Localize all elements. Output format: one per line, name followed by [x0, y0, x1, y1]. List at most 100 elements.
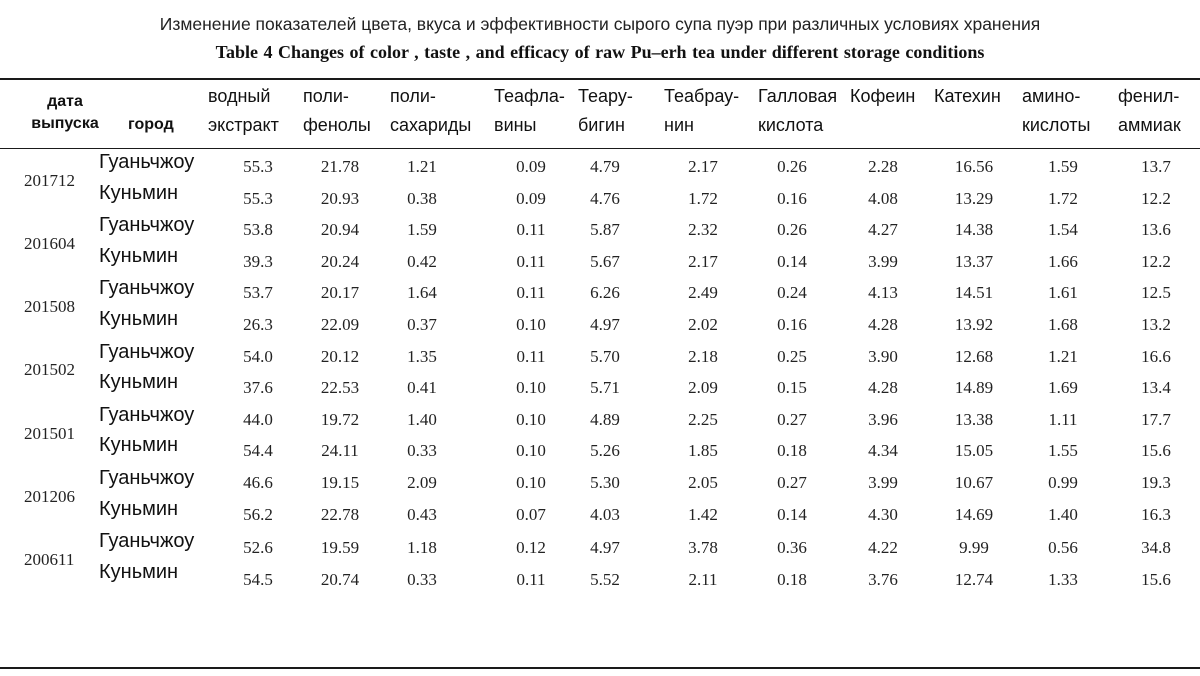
table-cell: 44.0 — [243, 409, 273, 429]
table-cell: 54.4 — [243, 441, 273, 461]
table-cell: 15.6 — [1141, 441, 1171, 461]
table-cell: 26.3 — [243, 315, 273, 334]
table-cell: 0.14 — [777, 504, 807, 524]
header-col-10: фенил-аммиак — [1118, 86, 1181, 136]
header-col-3: Теафла-вины — [494, 86, 565, 136]
table-cell: 0.16 — [777, 315, 807, 334]
table-cell: 1.66 — [1048, 251, 1078, 271]
table-cell: 3.99 — [868, 473, 898, 492]
table-cell: 4.27 — [868, 220, 898, 240]
table-cell: 9.99 — [959, 538, 989, 558]
table-cell: 22.09 — [320, 315, 360, 334]
table-cell: 4.03 — [590, 504, 620, 524]
table-cell: 4.28 — [868, 378, 898, 398]
table-cell: 0.09 — [516, 157, 546, 176]
table-cell: 13.29 — [954, 188, 994, 208]
table-cell: 6.26 — [590, 283, 620, 303]
header-col-1-line1: поли- — [303, 86, 349, 106]
table-cell: 54.0 — [243, 346, 273, 366]
header-col-8: Катехин — [934, 86, 1001, 107]
table-cell: 0.33 — [407, 569, 437, 589]
caption-ru: Изменение показателей цвета, вкуса и эфф… — [159, 14, 1041, 34]
table-cell: 0.07 — [516, 504, 546, 524]
city-label: Гуаньчжоу — [99, 403, 195, 426]
city-label: Гуаньчжоу — [99, 214, 195, 237]
table-cell: 1.21 — [407, 157, 437, 176]
header-col-0-line1: водный — [208, 86, 271, 106]
table-cell: 16.56 — [954, 157, 994, 176]
table-cell: 13.92 — [954, 315, 994, 334]
caption-en: Table 4 Changes of color , taste , and e… — [215, 42, 985, 62]
table-cell: 0.42 — [407, 251, 437, 271]
city-label: Куньмин — [99, 308, 179, 330]
table-cell: 0.26 — [777, 220, 807, 240]
table-cell: 0.09 — [516, 188, 546, 208]
city-label: Гуаньчжоу — [99, 340, 195, 363]
table-cell: 20.17 — [320, 283, 360, 303]
table-cell: 53.8 — [243, 220, 273, 240]
header-col-9-line1: амино- — [1022, 86, 1081, 106]
city-label: Гуаньчжоу — [99, 530, 195, 553]
city-label: Куньмин — [99, 497, 179, 520]
table-cell: 0.15 — [777, 378, 807, 398]
table-cell: 37.6 — [243, 378, 273, 398]
table-cell: 12.74 — [954, 569, 994, 589]
table-cell: 16.6 — [1141, 346, 1171, 366]
table-cell: 0.11 — [516, 220, 546, 240]
table-cell: 4.97 — [590, 315, 620, 334]
table-cell: 34.8 — [1141, 538, 1171, 558]
table-cell: 20.93 — [320, 188, 360, 208]
table-cell: 55.3 — [243, 157, 273, 176]
table-cell: 5.71 — [590, 378, 620, 398]
city-label: Гуаньчжоу — [99, 151, 195, 173]
table-cell: 5.26 — [590, 441, 620, 461]
table-cell: 2.17 — [688, 251, 718, 271]
table-cell: 19.15 — [320, 473, 360, 492]
city-label: Куньмин — [99, 434, 179, 457]
date-label: 201502 — [24, 360, 75, 380]
table-cell: 4.22 — [868, 538, 898, 558]
header-col-9-line2: кислоты — [1022, 115, 1091, 135]
table-cell: 2.09 — [407, 473, 437, 492]
header-col-5: Теабрау-нин — [664, 86, 739, 136]
table-cell: 14.89 — [954, 378, 994, 398]
table-cell: 4.08 — [868, 188, 898, 208]
header-col-5-line1: Теабрау- — [664, 86, 740, 106]
table-cell: 13.37 — [954, 251, 994, 271]
date-label: 200611 — [24, 550, 75, 569]
table-cell: 2.17 — [688, 157, 718, 176]
table-cell: 1.40 — [1048, 504, 1078, 524]
header-col-2-line1: поли- — [390, 86, 436, 106]
table-cell: 2.05 — [688, 473, 718, 492]
table-cell: 20.94 — [320, 220, 360, 240]
table-cell: 1.11 — [1048, 409, 1078, 429]
table-cell: 10.67 — [954, 473, 994, 492]
table-cell: 0.26 — [777, 157, 807, 176]
table-cell: 0.27 — [777, 473, 807, 492]
header-col-2-line2: сахариды — [390, 115, 472, 135]
table-cell: 5.87 — [590, 220, 620, 240]
table-cell: 4.13 — [868, 283, 898, 303]
table-cell: 4.89 — [590, 409, 620, 429]
header-col-1-line2: фенолы — [303, 115, 371, 135]
table-cell: 4.79 — [590, 157, 620, 176]
table-top-rule — [0, 78, 1200, 80]
header-col-0: водный экстракт — [208, 86, 279, 136]
table-cell: 15.6 — [1141, 569, 1171, 589]
table-cell: 0.12 — [516, 538, 546, 558]
header-col-10-line1: фенил- — [1118, 86, 1180, 106]
header-col-1: поли-фенолы — [303, 86, 371, 136]
header-col-5-line2: нин — [664, 115, 694, 135]
table-cell: 5.67 — [590, 251, 620, 271]
date-label: 201508 — [24, 297, 75, 317]
table-cell: 12.68 — [954, 346, 994, 366]
table-cell: 0.41 — [407, 378, 437, 398]
table-cell: 2.49 — [688, 283, 718, 303]
table-cell: 0.10 — [516, 315, 546, 334]
table-cell: 1.61 — [1048, 283, 1078, 303]
table-cell: 1.55 — [1048, 441, 1078, 461]
table-cell: 1.59 — [407, 220, 437, 240]
table-cell: 0.10 — [516, 473, 546, 492]
table-cell: 0.18 — [777, 441, 807, 461]
table-cell: 0.56 — [1048, 538, 1078, 558]
